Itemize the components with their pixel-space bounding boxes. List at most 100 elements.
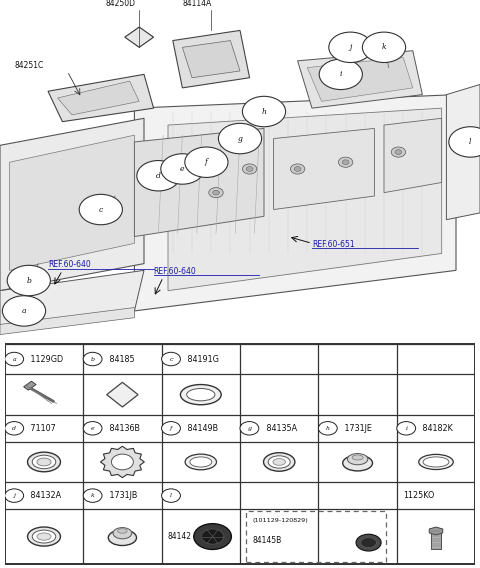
Ellipse shape (113, 528, 132, 539)
Text: 84145B: 84145B (252, 536, 282, 545)
Polygon shape (173, 31, 250, 88)
Circle shape (246, 166, 253, 172)
Polygon shape (24, 381, 36, 390)
Bar (432, 531, 441, 549)
Polygon shape (100, 446, 144, 478)
Polygon shape (446, 85, 480, 220)
Circle shape (395, 150, 402, 154)
Ellipse shape (187, 389, 215, 401)
Text: 84136B: 84136B (107, 424, 140, 433)
Text: d: d (12, 426, 16, 431)
Text: 1731JE: 1731JE (342, 424, 372, 433)
Ellipse shape (343, 455, 372, 471)
Text: k: k (382, 43, 386, 51)
Text: j: j (349, 43, 351, 51)
Circle shape (319, 59, 362, 90)
Bar (246, 511, 386, 562)
Circle shape (240, 421, 259, 435)
Text: 71107: 71107 (28, 424, 56, 433)
Text: REF.60-640: REF.60-640 (154, 267, 196, 275)
Circle shape (137, 161, 180, 191)
Polygon shape (274, 128, 374, 210)
Circle shape (338, 157, 353, 168)
Text: 84191G: 84191G (185, 354, 219, 364)
Ellipse shape (348, 453, 368, 465)
Circle shape (449, 127, 480, 157)
Text: 84149B: 84149B (185, 424, 218, 433)
Circle shape (83, 421, 102, 435)
Circle shape (83, 489, 102, 502)
Text: 84114A: 84114A (182, 0, 212, 9)
Text: 84132A: 84132A (28, 491, 61, 500)
Text: 84185: 84185 (107, 354, 134, 364)
Circle shape (161, 154, 204, 184)
Text: 1731JB: 1731JB (107, 491, 137, 500)
Circle shape (397, 421, 416, 435)
Circle shape (185, 147, 228, 177)
Polygon shape (134, 95, 456, 311)
Text: 84142: 84142 (168, 532, 192, 541)
Text: a: a (12, 357, 16, 361)
Circle shape (5, 352, 24, 366)
Circle shape (218, 123, 262, 154)
Polygon shape (0, 307, 134, 335)
Text: g: g (247, 426, 252, 431)
Ellipse shape (32, 530, 56, 543)
Polygon shape (125, 27, 154, 47)
Ellipse shape (264, 453, 295, 471)
Text: i: i (339, 70, 342, 78)
Text: l: l (469, 138, 472, 146)
Polygon shape (10, 135, 134, 270)
Circle shape (83, 352, 102, 366)
Text: 84135A: 84135A (264, 424, 297, 433)
Text: 84250D: 84250D (106, 0, 135, 9)
Circle shape (162, 421, 180, 435)
Text: h: h (326, 426, 330, 431)
Text: c: c (169, 357, 173, 361)
Text: f: f (170, 426, 172, 431)
Circle shape (290, 164, 305, 174)
Polygon shape (134, 128, 264, 236)
Polygon shape (48, 74, 154, 122)
Text: 84251C: 84251C (14, 61, 44, 70)
Circle shape (162, 352, 180, 366)
Ellipse shape (361, 537, 376, 548)
Ellipse shape (27, 452, 60, 472)
Text: b: b (26, 277, 31, 285)
Text: 1129GD: 1129GD (28, 354, 63, 364)
Polygon shape (0, 270, 144, 328)
Text: d: d (156, 172, 161, 179)
Ellipse shape (27, 527, 60, 546)
Circle shape (294, 166, 301, 172)
Text: 1125KO: 1125KO (403, 491, 434, 500)
Circle shape (242, 164, 257, 174)
Ellipse shape (185, 454, 216, 470)
Text: 84182K: 84182K (420, 424, 453, 433)
Text: REF.60-640: REF.60-640 (48, 260, 91, 269)
Polygon shape (168, 108, 442, 291)
Ellipse shape (180, 385, 221, 405)
Circle shape (242, 97, 286, 127)
Circle shape (2, 296, 46, 326)
Circle shape (362, 32, 406, 62)
Circle shape (5, 421, 24, 435)
Ellipse shape (118, 529, 127, 533)
Text: e: e (91, 426, 95, 431)
Text: e: e (180, 165, 185, 173)
Text: g: g (238, 135, 242, 143)
Ellipse shape (268, 456, 290, 468)
Ellipse shape (419, 454, 453, 470)
Text: h: h (262, 107, 266, 115)
Text: l: l (170, 493, 172, 498)
Ellipse shape (194, 524, 231, 549)
Ellipse shape (108, 530, 136, 545)
Text: j: j (13, 493, 15, 498)
Circle shape (111, 454, 133, 470)
Ellipse shape (423, 457, 449, 467)
Polygon shape (384, 118, 442, 193)
Text: b: b (91, 357, 95, 361)
Polygon shape (0, 118, 144, 291)
Circle shape (209, 187, 223, 198)
Polygon shape (107, 382, 138, 407)
Ellipse shape (37, 458, 51, 466)
